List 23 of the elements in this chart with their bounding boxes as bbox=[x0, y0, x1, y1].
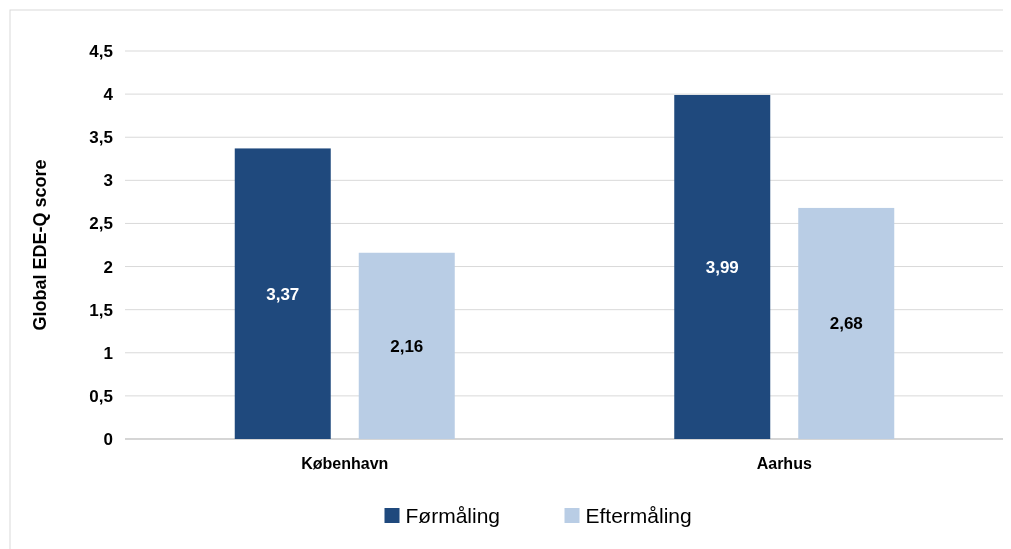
y-tick-label: 2 bbox=[103, 257, 113, 277]
y-tick-label: 0,5 bbox=[89, 386, 113, 406]
y-tick-label: 2,5 bbox=[89, 214, 113, 234]
data-label: 2,68 bbox=[829, 314, 863, 334]
x-tick-label: København bbox=[301, 455, 389, 472]
data-label: 2,16 bbox=[390, 336, 424, 356]
y-axis-title: Global EDE-Q score bbox=[30, 159, 50, 331]
bar bbox=[358, 252, 455, 439]
bar bbox=[674, 94, 771, 439]
bar bbox=[798, 207, 895, 439]
data-label: 3,37 bbox=[266, 284, 300, 304]
legend-label: Eftermåling bbox=[585, 504, 692, 528]
bar bbox=[234, 148, 331, 439]
y-tick-label: 4 bbox=[103, 85, 114, 105]
data-label: 3,99 bbox=[705, 257, 739, 277]
y-tick-label: 0 bbox=[103, 429, 113, 449]
y-tick-label: 3 bbox=[103, 171, 113, 191]
y-tick-label: 1,5 bbox=[89, 300, 113, 320]
y-tick-label: 4,5 bbox=[89, 41, 113, 61]
y-tick-label: 3,5 bbox=[89, 128, 113, 148]
legend-label: Førmåling bbox=[405, 504, 501, 528]
y-tick-label: 1 bbox=[103, 343, 113, 363]
x-tick-label: Aarhus bbox=[756, 455, 812, 472]
